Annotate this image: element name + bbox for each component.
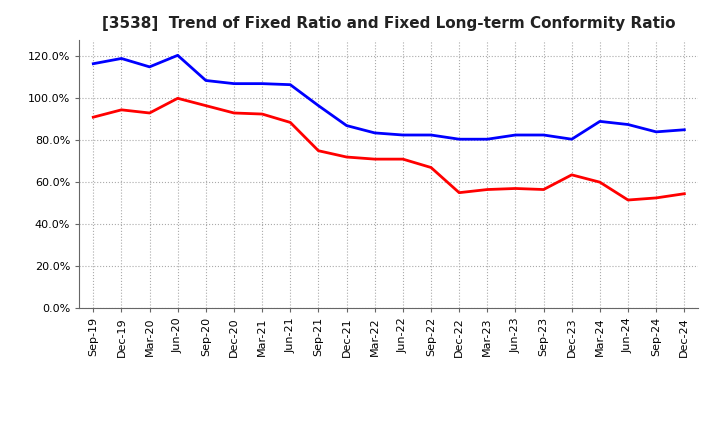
Fixed Ratio: [399, 132, 408, 138]
Line: Fixed Long-term Conformity Ratio: Fixed Long-term Conformity Ratio: [94, 98, 684, 200]
Fixed Long-term Conformity Ratio: [399, 157, 408, 162]
Fixed Ratio: [427, 132, 436, 138]
Line: Fixed Ratio: Fixed Ratio: [94, 55, 684, 139]
Fixed Ratio: [202, 78, 210, 83]
Title: [3538]  Trend of Fixed Ratio and Fixed Long-term Conformity Ratio: [3538] Trend of Fixed Ratio and Fixed Lo…: [102, 16, 675, 32]
Fixed Ratio: [511, 132, 520, 138]
Fixed Ratio: [286, 82, 294, 87]
Fixed Long-term Conformity Ratio: [314, 148, 323, 154]
Fixed Ratio: [230, 81, 238, 86]
Fixed Ratio: [117, 56, 126, 61]
Fixed Ratio: [483, 136, 492, 142]
Fixed Long-term Conformity Ratio: [511, 186, 520, 191]
Fixed Long-term Conformity Ratio: [680, 191, 688, 196]
Fixed Long-term Conformity Ratio: [286, 120, 294, 125]
Fixed Long-term Conformity Ratio: [202, 103, 210, 108]
Fixed Long-term Conformity Ratio: [174, 95, 182, 101]
Fixed Long-term Conformity Ratio: [117, 107, 126, 113]
Fixed Long-term Conformity Ratio: [624, 198, 632, 203]
Fixed Ratio: [595, 119, 604, 124]
Fixed Long-term Conformity Ratio: [427, 165, 436, 170]
Fixed Long-term Conformity Ratio: [455, 190, 464, 195]
Fixed Ratio: [174, 53, 182, 58]
Fixed Ratio: [370, 130, 379, 136]
Fixed Long-term Conformity Ratio: [567, 172, 576, 177]
Fixed Long-term Conformity Ratio: [89, 114, 98, 120]
Fixed Long-term Conformity Ratio: [595, 180, 604, 185]
Fixed Ratio: [342, 123, 351, 128]
Fixed Long-term Conformity Ratio: [342, 154, 351, 160]
Fixed Ratio: [258, 81, 266, 86]
Fixed Long-term Conformity Ratio: [539, 187, 548, 192]
Fixed Ratio: [652, 129, 660, 135]
Fixed Ratio: [680, 127, 688, 132]
Fixed Long-term Conformity Ratio: [652, 195, 660, 201]
Fixed Long-term Conformity Ratio: [370, 157, 379, 162]
Fixed Long-term Conformity Ratio: [483, 187, 492, 192]
Fixed Ratio: [89, 61, 98, 66]
Fixed Ratio: [145, 64, 154, 70]
Fixed Ratio: [314, 103, 323, 108]
Fixed Ratio: [455, 136, 464, 142]
Fixed Ratio: [567, 136, 576, 142]
Fixed Ratio: [624, 122, 632, 127]
Fixed Long-term Conformity Ratio: [145, 110, 154, 116]
Fixed Long-term Conformity Ratio: [258, 111, 266, 117]
Fixed Long-term Conformity Ratio: [230, 110, 238, 116]
Fixed Ratio: [539, 132, 548, 138]
